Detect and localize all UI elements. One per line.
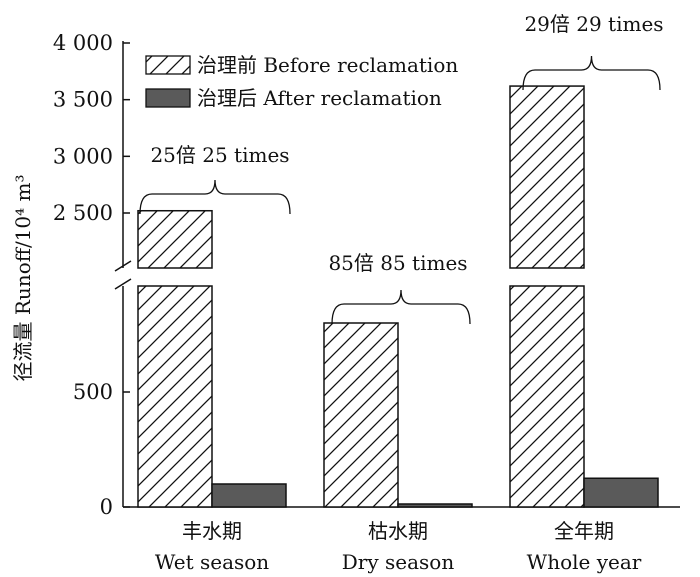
bar-before-0-upper	[137, 209, 213, 269]
legend-swatch-before	[145, 55, 191, 75]
legend-label-before: 治理前 Before reclamation	[197, 53, 458, 77]
annotation-brace	[331, 289, 471, 325]
x-category-label-en: Dry season	[342, 550, 455, 574]
annotation-label: 29倍 29 times	[524, 12, 663, 36]
y-tick-label: 500	[73, 380, 113, 404]
x-category-label-en: Wet season	[155, 550, 269, 574]
bar-after-1	[397, 503, 473, 508]
annotation-label: 85倍 85 times	[328, 251, 467, 275]
x-category-label-zh: 全年期	[554, 519, 614, 543]
annotation-label: 25倍 25 times	[150, 143, 289, 167]
bar-before-1	[323, 322, 399, 508]
bar-after-2	[583, 477, 659, 508]
x-category-label-en: Whole year	[527, 550, 642, 574]
x-category-label-zh: 枯水期	[368, 519, 428, 543]
y-axis-break-mark	[114, 260, 132, 290]
bar-before-0-lower	[137, 285, 213, 508]
x-category-label-zh: 丰水期	[182, 519, 242, 543]
bar-before-2-lower	[509, 285, 585, 508]
y-tick-label: 3 000	[53, 144, 113, 168]
annotation-brace	[139, 179, 291, 215]
y-axis-label: 径流量 Runoff/10⁴ m³	[11, 175, 35, 382]
legend: 治理前 Before reclamation 治理后 After reclama…	[145, 53, 458, 110]
bar-after-0	[211, 483, 287, 508]
legend-label-after: 治理后 After reclamation	[197, 86, 442, 110]
annotation-brace	[522, 55, 661, 91]
y-tick-label: 2 500	[53, 201, 113, 225]
y-tick-label: 3 500	[53, 88, 113, 112]
y-tick-label: 4 000	[53, 31, 113, 55]
legend-swatch-after	[145, 88, 191, 108]
bar-before-2-upper	[509, 85, 585, 269]
y-tick-label: 0	[100, 495, 113, 519]
